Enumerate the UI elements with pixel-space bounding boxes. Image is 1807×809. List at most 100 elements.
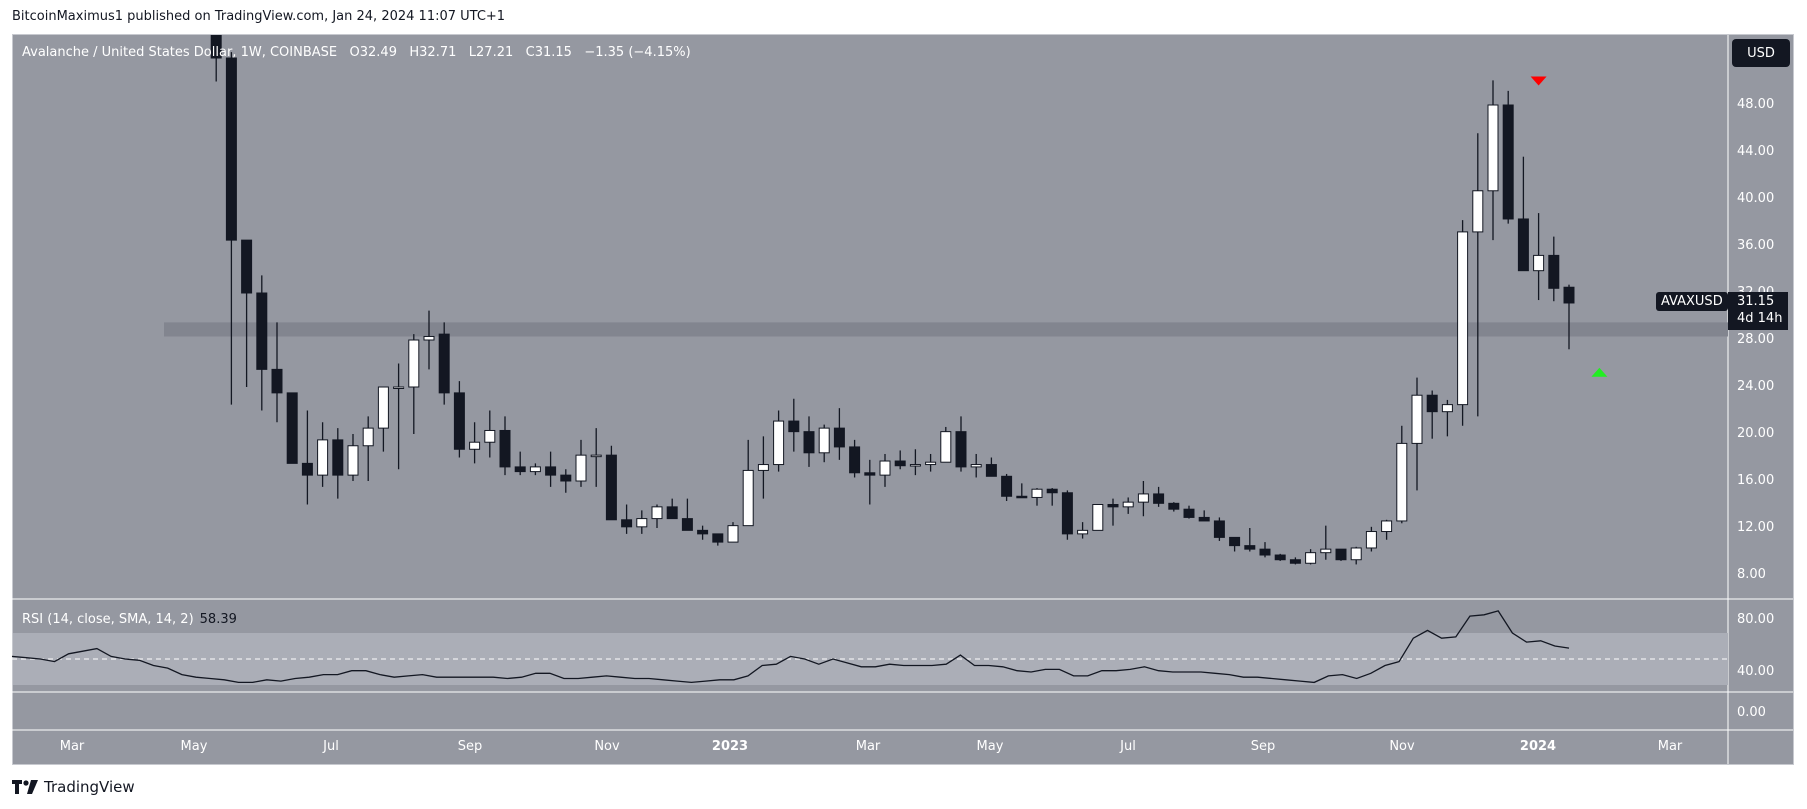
time-tick-label: Jul [323,739,339,754]
bear-candle [1502,104,1514,220]
bear-candle [621,519,633,528]
high-value: 32.71 [419,45,457,60]
time-tick-label: 2024 [1519,739,1557,754]
price-tick-label: 48.00 [1737,97,1775,112]
rsi-legend: RSI (14, close, SMA, 14, 2) 58.39 [22,612,237,627]
bull-candle [1305,552,1317,564]
bear-candle [1426,394,1438,413]
bull-candle [773,420,785,466]
rsi-axis-40: 40.00 [1737,664,1775,679]
bear-candle [1548,254,1560,289]
bear-candle [605,454,617,521]
bear-candle [849,446,861,474]
bear-candle [560,474,572,482]
price-tick-label: 12.00 [1737,520,1775,535]
time-tick-label: Nov [1389,739,1415,754]
time-tick-label: Jul [1120,739,1136,754]
price-tick-label: 28.00 [1737,332,1775,347]
low-value: 27.21 [476,45,514,60]
bull-candle [1122,501,1134,508]
bull-candle [742,469,754,527]
bear-candle [499,429,511,468]
bear-candle [1001,475,1013,497]
bar-countdown: 4d 14h [1737,311,1783,326]
rsi-axis-0: 0.00 [1737,705,1766,720]
bear-candle [453,392,465,450]
bull-candle [925,461,937,466]
bear-candle [225,57,237,241]
bear-candle [514,466,526,473]
bull-candle [1533,254,1545,272]
bear-candle [681,518,693,531]
bull-candle [818,427,830,454]
buy-signal-arrow-icon [1591,367,1608,377]
open-value: 32.49 [359,45,397,60]
bear-candle [545,466,557,476]
bear-candle [241,239,253,294]
bull-candle [377,386,389,429]
bull-candle [1441,404,1453,413]
bull-candle [347,445,359,476]
candles-group [164,35,1728,565]
bull-candle [408,339,420,388]
bull-candle [1031,488,1043,498]
bear-candle [1259,548,1271,556]
bear-candle [286,392,298,464]
price-tick-label: 8.00 [1737,567,1766,582]
price-tick-label: 40.00 [1737,191,1775,206]
bear-candle [985,464,997,477]
time-tick-label: Sep [1250,739,1276,754]
bear-candle [271,368,283,394]
bull-candle [1077,529,1089,535]
bull-candle [590,454,602,458]
currency-button[interactable]: USD [1732,39,1790,67]
time-tick-label: Mar [1657,739,1683,754]
bear-candle [1244,545,1256,550]
tradingview-logo-icon [12,780,38,794]
bull-candle [469,441,481,450]
price-tick-label: 16.00 [1737,473,1775,488]
bull-candle [1320,548,1332,554]
bull-candle [393,386,405,389]
bull-candle [879,460,891,476]
bear-candle [1563,286,1575,304]
price-tick-label: 36.00 [1737,238,1775,253]
last-price-tag: 31.15 4d 14h [1728,292,1788,330]
open-label: O [349,45,360,60]
last-price: 31.15 [1737,294,1775,309]
tradingview-logo[interactable]: TradingView [12,778,135,796]
bull-candle [362,427,374,447]
rsi-value: 58.39 [199,612,237,627]
bear-candle [1517,218,1529,272]
bear-candle [1168,502,1180,510]
bear-candle [1289,559,1301,564]
bear-candle [803,431,815,454]
price-tick-label: 24.00 [1737,379,1775,394]
bear-candle [1016,495,1028,499]
bear-candle [788,420,800,433]
bull-candle [317,439,329,476]
bull-candle [909,464,921,467]
bear-candle [1153,493,1165,504]
sell-signal-arrow-icon [1530,76,1547,86]
bear-candle [332,439,344,476]
bull-candle [575,454,587,482]
rsi-line [11,610,1570,684]
bear-candle [1198,516,1210,522]
bear-candle [833,427,845,448]
bear-candle [256,292,268,370]
rsi-label: RSI (14, close, SMA, 14, 2) [22,612,194,627]
symbol-price-tag: AVAXUSD [1656,292,1728,311]
time-tick-label: May [976,739,1004,754]
bear-candle [1229,536,1241,547]
symbol-legend: Avalanche / United States Dollar, 1W, CO… [22,45,691,60]
bull-candle [651,506,663,520]
bear-candle [438,333,450,394]
high-label: H [409,45,420,60]
bull-candle [1472,190,1484,233]
bull-candle [636,518,648,528]
bull-candle [423,335,435,341]
bull-candle [1350,547,1362,561]
bear-candle [894,460,906,467]
